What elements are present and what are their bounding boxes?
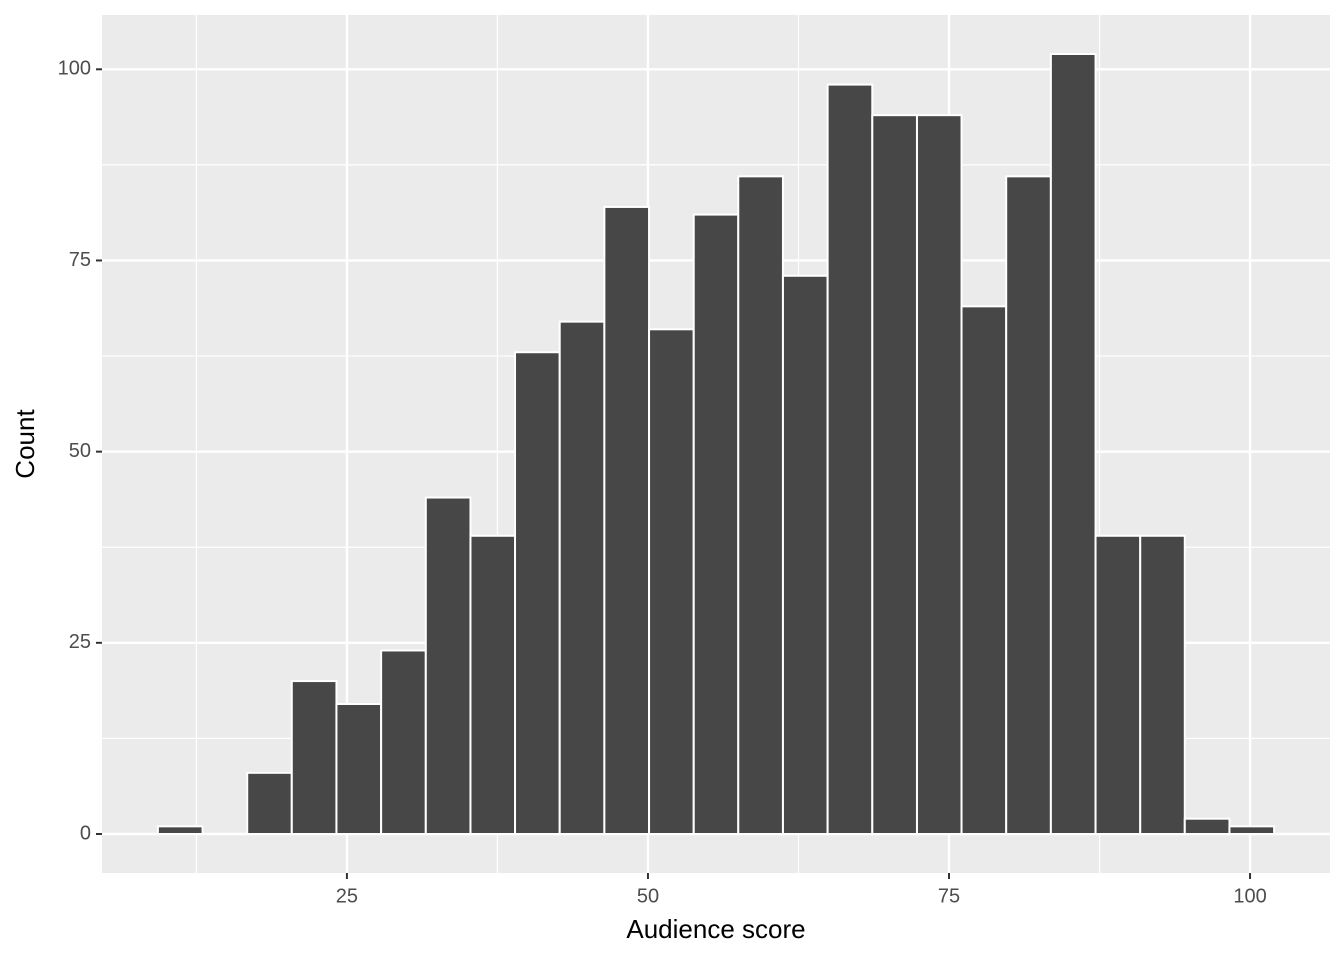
x-tick-label: 25 [336, 885, 358, 907]
bar [335, 703, 383, 835]
bar [692, 213, 740, 835]
bar [558, 320, 606, 836]
bar [469, 534, 517, 835]
bar [915, 114, 963, 836]
bar [156, 825, 204, 836]
bar [871, 114, 918, 836]
bar [960, 305, 1008, 835]
y-tick-label: 75 [69, 249, 91, 271]
bar [1094, 534, 1142, 835]
bar [424, 496, 472, 835]
bar [246, 771, 293, 836]
x-axis-title: Audience score [626, 914, 805, 944]
x-tick-label: 100 [1233, 885, 1266, 907]
x-tick-label: 75 [938, 885, 960, 907]
bar [514, 351, 561, 835]
bar [781, 274, 829, 835]
bar [603, 205, 651, 836]
bar [380, 649, 427, 835]
bar [648, 328, 695, 835]
bar [1228, 825, 1276, 836]
bar [737, 175, 784, 835]
y-tick-label: 25 [69, 631, 91, 653]
bar [1139, 534, 1186, 835]
bar [826, 83, 874, 835]
x-tick-label: 50 [637, 885, 659, 907]
y-tick-label: 0 [80, 822, 91, 844]
y-axis-title: Count [10, 409, 40, 479]
bar [1005, 175, 1052, 835]
bar [290, 680, 338, 836]
y-tick-label: 50 [69, 440, 91, 462]
y-tick-label: 100 [58, 58, 91, 80]
bar [1183, 817, 1231, 835]
bar [1049, 53, 1097, 835]
